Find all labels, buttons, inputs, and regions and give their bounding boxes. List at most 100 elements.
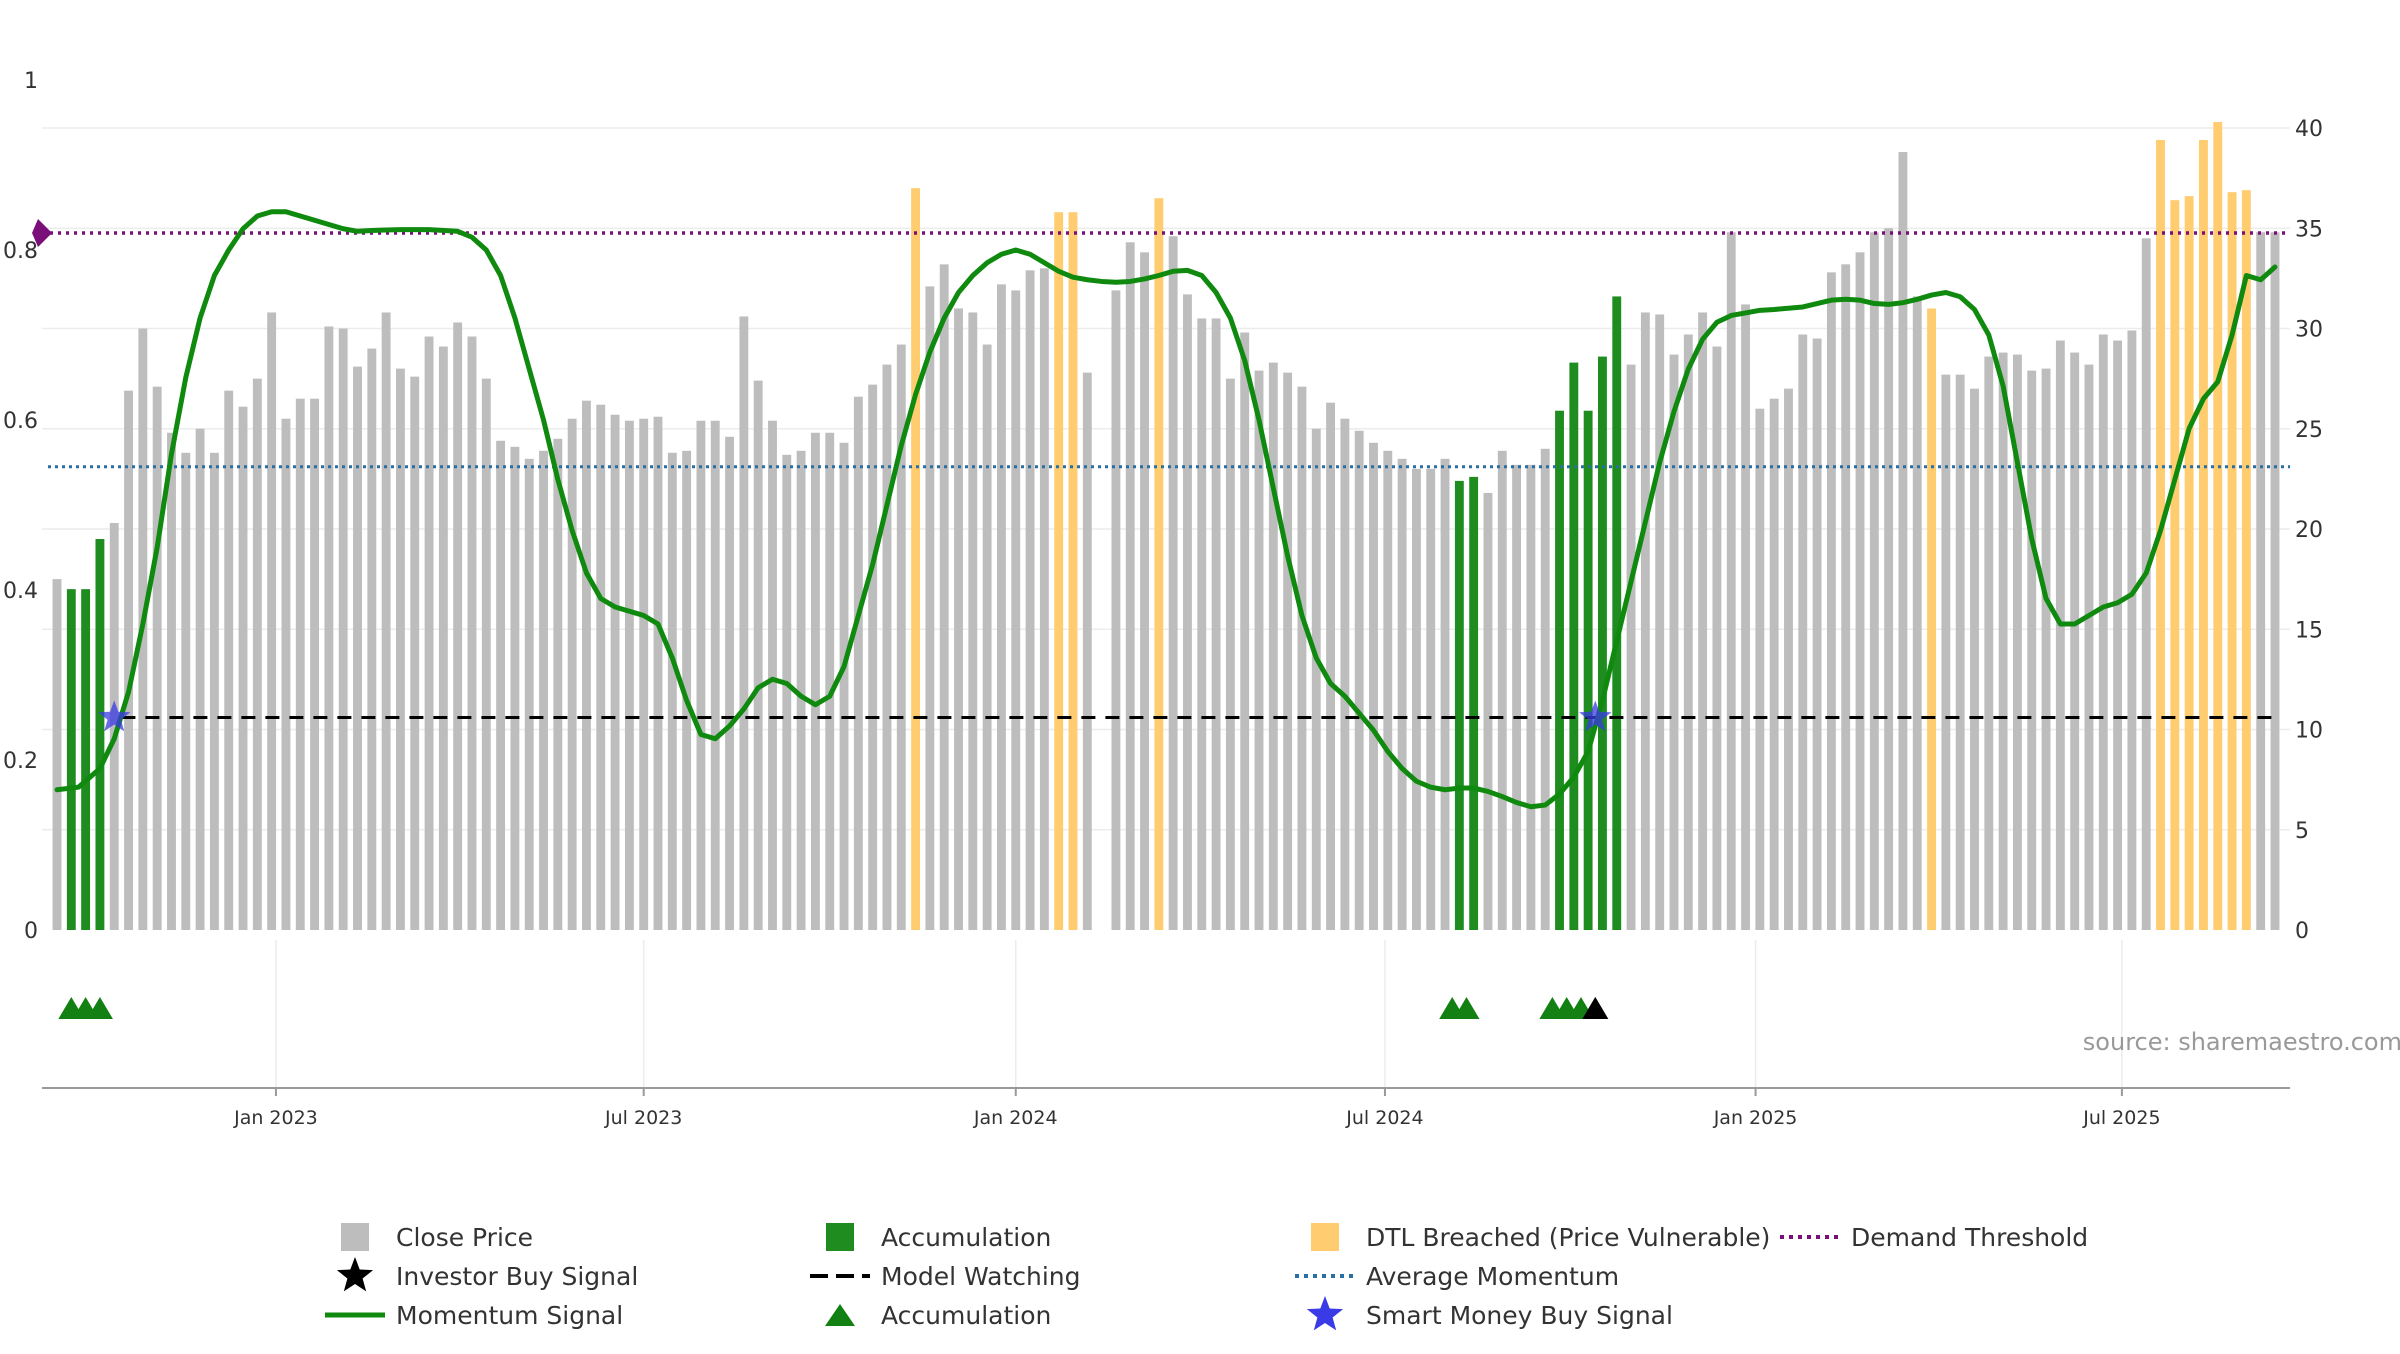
dtl-breached-bar xyxy=(1927,308,1937,930)
close-price-bar xyxy=(52,579,62,930)
close-price-bar xyxy=(639,418,649,930)
close-price-bar xyxy=(1726,232,1736,930)
close-price-bar xyxy=(224,390,234,930)
close-price-bar xyxy=(510,446,520,930)
close-price-bar xyxy=(1397,458,1407,930)
accumulation-bar xyxy=(81,589,91,930)
close-price-bar xyxy=(1183,294,1192,930)
close-price-bar xyxy=(2055,340,2065,930)
close-price-bar xyxy=(1898,152,1908,930)
accumulation-bar xyxy=(1469,476,1479,930)
legend-item: Model Watching xyxy=(810,1262,1081,1291)
close-price-bar xyxy=(381,312,391,931)
legend-label: DTL Breached (Price Vulnerable) xyxy=(1366,1223,1770,1252)
close-price-bar xyxy=(968,312,978,931)
y-left-tick-label: 1 xyxy=(24,69,38,94)
dtl-breached-bar xyxy=(2184,196,2194,931)
x-tick-label: Jan 2023 xyxy=(233,1107,318,1129)
close-price-bar xyxy=(1640,312,1650,931)
close-price-bar xyxy=(2141,238,2151,930)
close-price-bar xyxy=(925,286,935,930)
accumulation-bar xyxy=(1454,480,1464,930)
close-price-bar xyxy=(209,452,219,930)
legend-square-icon xyxy=(341,1223,369,1251)
close-price-bar xyxy=(2270,232,2280,930)
close-price-bar xyxy=(1383,450,1393,930)
legend-label: Accumulation xyxy=(881,1223,1051,1252)
close-price-bar xyxy=(1526,464,1536,930)
smart-money-buy-star xyxy=(98,700,131,732)
close-price-bar xyxy=(997,284,1006,930)
legend-item: Investor Buy Signal xyxy=(336,1257,638,1292)
close-price-bar xyxy=(1354,430,1364,930)
legend-label: Close Price xyxy=(396,1223,533,1252)
close-price-bar xyxy=(124,390,133,930)
y-right-tick-label: 40 xyxy=(2295,117,2323,142)
close-price-bar xyxy=(410,376,420,930)
accumulation-bar xyxy=(66,589,76,930)
dtl-breached-bar xyxy=(1154,198,1164,931)
y-left-tick-label: 0.6 xyxy=(3,409,38,434)
close-price-bar xyxy=(195,428,205,930)
close-price-bar xyxy=(1326,402,1335,930)
momentum-signal xyxy=(54,209,2278,810)
dtl-breached-bar xyxy=(2213,121,2223,931)
close-price-bar xyxy=(1769,398,1779,930)
close-price-bar xyxy=(267,312,277,931)
close-price-bar xyxy=(610,414,620,931)
close-price-bar xyxy=(810,432,820,930)
legend-star-icon xyxy=(1306,1296,1344,1331)
smart-money-buy-star xyxy=(1579,700,1612,732)
close-price-bar xyxy=(453,322,463,930)
close-price-bar xyxy=(1812,338,1822,930)
close-price-bar xyxy=(1039,268,1049,931)
y-right-tick-label: 0 xyxy=(2295,919,2309,944)
legend-label: Smart Money Buy Signal xyxy=(1366,1301,1673,1330)
close-price-bar xyxy=(653,416,663,931)
close-price-bar xyxy=(1841,264,1851,931)
dtl-breached-bar xyxy=(2241,190,2251,930)
close-price-bar xyxy=(1168,236,1178,930)
close-price-bar xyxy=(1340,418,1350,930)
close-price-bar xyxy=(1483,492,1493,930)
close-price-bar xyxy=(1984,356,1994,930)
close-price-bar xyxy=(1111,290,1121,930)
legend-label: Accumulation xyxy=(881,1301,1051,1330)
y-left-tick-label: 0.8 xyxy=(3,239,38,264)
demand-threshold-marker xyxy=(32,219,52,247)
close-price-bar xyxy=(868,384,878,930)
legend-triangle-icon xyxy=(825,1304,855,1326)
close-price-bar xyxy=(1268,362,1278,931)
close-price-bar xyxy=(338,328,348,930)
dtl-breached-bar xyxy=(2227,192,2237,930)
close-price-bar xyxy=(739,316,749,931)
x-tick-label: Jan 2025 xyxy=(1713,1107,1798,1129)
legend-item: Accumulation xyxy=(826,1223,1051,1252)
close-price-bar xyxy=(1955,374,1965,930)
investor-buy-marker xyxy=(1582,997,1609,1019)
close-price-bar xyxy=(324,326,334,930)
close-price-bar xyxy=(1741,304,1750,930)
close-price-bar xyxy=(1784,388,1793,930)
close-price-bar xyxy=(1311,428,1321,930)
close-price-bar xyxy=(667,452,677,930)
close-price-bar xyxy=(1369,442,1378,930)
close-price-bar xyxy=(796,450,806,930)
legend-label: Average Momentum xyxy=(1366,1262,1619,1291)
close-price-bar xyxy=(753,380,763,930)
close-price-bar xyxy=(954,308,963,930)
legend-item: Demand Threshold xyxy=(1780,1223,2088,1252)
y-right-tick-label: 30 xyxy=(2295,318,2323,343)
close-price-bar xyxy=(2070,352,2080,930)
close-price-bar xyxy=(696,420,706,930)
close-price-bar xyxy=(524,458,534,930)
close-price-bar xyxy=(1197,318,1207,931)
close-price-bar xyxy=(152,386,162,930)
close-price-bar xyxy=(2084,364,2094,931)
close-price-bar xyxy=(1225,378,1235,930)
close-price-bar xyxy=(252,378,262,930)
reference-lines xyxy=(32,219,2290,719)
close-price-bar xyxy=(2127,330,2137,930)
close-price-bar xyxy=(1970,388,1979,930)
